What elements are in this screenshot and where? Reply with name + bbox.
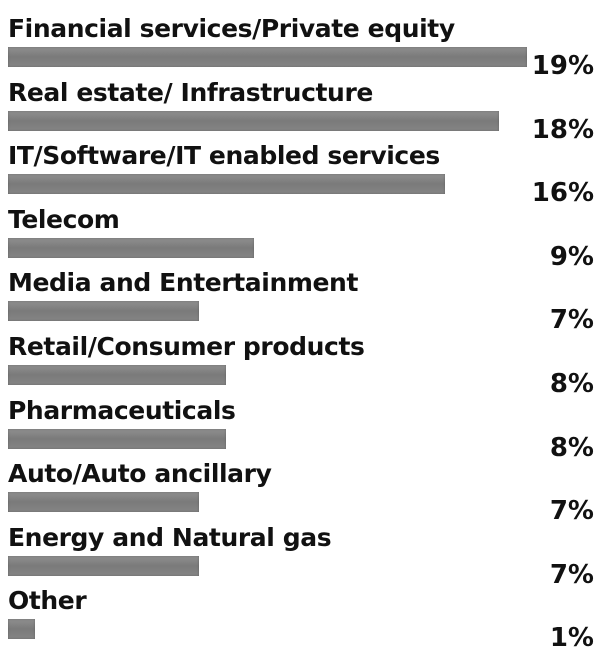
bar [8, 301, 200, 322]
category-label: Retail/Consumer products [8, 332, 365, 361]
category-label: Auto/Auto ancillary [8, 459, 272, 489]
value-label: 8% [549, 432, 594, 463]
value-label: 8% [549, 369, 594, 399]
category-label: Telecom [8, 204, 120, 234]
bar [8, 365, 227, 385]
value-label: 19% [531, 51, 594, 81]
category-label: Energy and Natural gas [8, 522, 332, 552]
category-label: Other [8, 586, 87, 616]
bar [8, 428, 227, 449]
value-label: 7% [549, 305, 594, 336]
value-label: 7% [549, 559, 594, 590]
value-label: 1% [549, 623, 594, 653]
category-label: IT/Software/IT enabled services [8, 141, 440, 171]
bar [8, 47, 527, 67]
value-label: 16% [531, 178, 594, 209]
bar [8, 174, 445, 195]
bar [8, 555, 200, 576]
category-label: Media and Entertainment [8, 268, 358, 298]
bar [8, 110, 500, 131]
value-label: 7% [549, 496, 594, 527]
value-label: 18% [531, 114, 594, 145]
value-label: 9% [549, 241, 594, 272]
bar [8, 237, 254, 258]
category-label: Financial services/Private equity [8, 14, 455, 43]
bar [8, 619, 36, 640]
category-label: Real estate/ Infrastructure [8, 77, 373, 107]
category-label: Pharmaceuticals [8, 395, 236, 425]
bar [8, 492, 200, 513]
